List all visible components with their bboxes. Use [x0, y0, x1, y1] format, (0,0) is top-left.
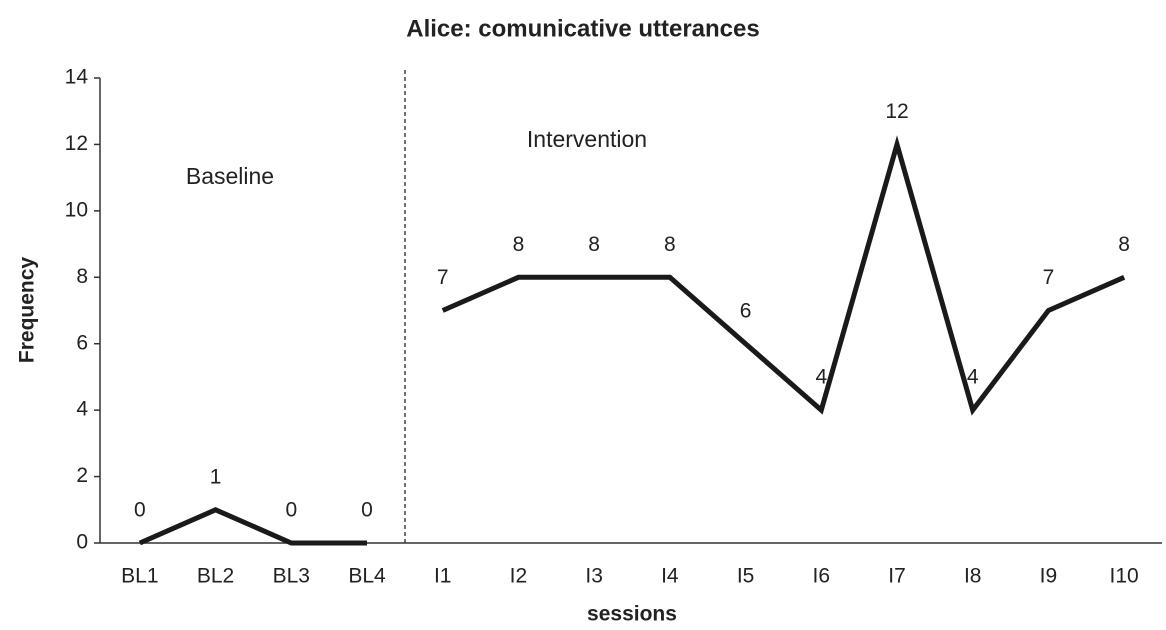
x-tick-label: I10 — [1110, 565, 1139, 588]
y-tick-label: 14 — [65, 66, 89, 89]
x-tick-label: I8 — [964, 565, 982, 588]
phase-label: Intervention — [527, 126, 647, 152]
data-label: 7 — [1043, 266, 1055, 289]
y-tick-label: 2 — [76, 464, 88, 487]
x-tick-label: I2 — [510, 565, 528, 588]
data-label: 4 — [967, 366, 979, 389]
y-axis-label: Frequency — [16, 257, 39, 364]
y-tick-label: 0 — [76, 531, 88, 554]
y-tick-label: 12 — [65, 132, 88, 155]
line — [441, 135, 1126, 416]
x-tick-label: I1 — [434, 565, 452, 588]
phase-label: Baseline — [186, 163, 274, 189]
x-tick-label: BL3 — [273, 565, 310, 588]
data-label: 8 — [513, 233, 525, 256]
y-tick-label: 6 — [76, 331, 88, 354]
x-tick-label: I5 — [737, 565, 755, 588]
chart-title: Alice: comunicative utterances — [406, 15, 759, 42]
data-label: 6 — [740, 299, 752, 322]
y-tick-label: 8 — [76, 265, 88, 288]
data-label: 12 — [885, 100, 908, 123]
x-tick-label: I9 — [1040, 565, 1058, 588]
line — [138, 507, 367, 546]
y-tick-label: 4 — [76, 398, 88, 421]
x-axis-label: sessions — [587, 603, 677, 626]
x-tick-label: I3 — [585, 565, 603, 588]
x-tick-label: BL1 — [121, 565, 158, 588]
data-label: 0 — [285, 499, 297, 522]
x-tick-label: BL4 — [348, 565, 386, 588]
y-tick-label: 10 — [65, 198, 88, 221]
data-label: 7 — [437, 266, 449, 289]
x-tick-label: I7 — [888, 565, 906, 588]
data-label: 8 — [1118, 233, 1130, 256]
x-tick-label: I6 — [813, 565, 831, 588]
data-label: 0 — [134, 499, 146, 522]
x-tick-label: I4 — [661, 565, 679, 588]
data-label: 4 — [815, 366, 827, 389]
data-label: 1 — [210, 465, 222, 488]
data-label: 8 — [664, 233, 676, 256]
data-label: 8 — [588, 233, 600, 256]
x-tick-label: BL2 — [197, 565, 234, 588]
data-label: 0 — [361, 499, 373, 522]
